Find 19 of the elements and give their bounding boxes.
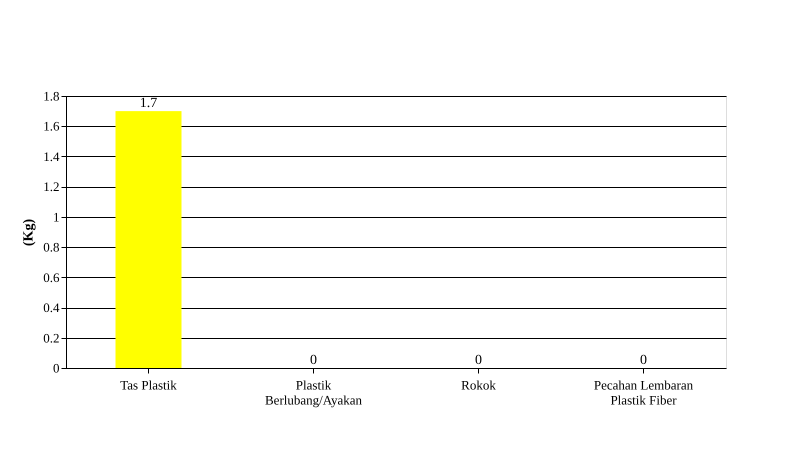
y-tick-label: 1.4 [43, 148, 60, 164]
y-tick-label: 1.6 [43, 118, 60, 134]
data-label: 0 [640, 353, 647, 368]
y-tick-label: 1.2 [43, 179, 60, 194]
data-label: 0 [310, 353, 317, 368]
y-tick-label: 1.8 [43, 88, 60, 104]
y-axis-title: (Kg) [21, 218, 36, 246]
y-tick-label: 1 [53, 209, 60, 224]
data-label: 1.7 [140, 96, 158, 112]
x-tick-label: Tas Plastik [120, 378, 178, 392]
data-label: 0 [475, 353, 482, 368]
x-tick-label: Pecahan Lembaran Plastik Fiber [594, 378, 694, 408]
y-tick-label: 0.4 [43, 300, 60, 316]
y-tick-label: 0.6 [43, 270, 60, 285]
y-tick-label: 0.2 [43, 330, 60, 346]
x-tick-label: Rokok [461, 378, 496, 392]
y-tick-label: 0.8 [43, 240, 60, 255]
x-tick-label: Plastik Berlubang/Ayakan [265, 378, 362, 408]
y-tick-label: 0 [53, 360, 60, 376]
